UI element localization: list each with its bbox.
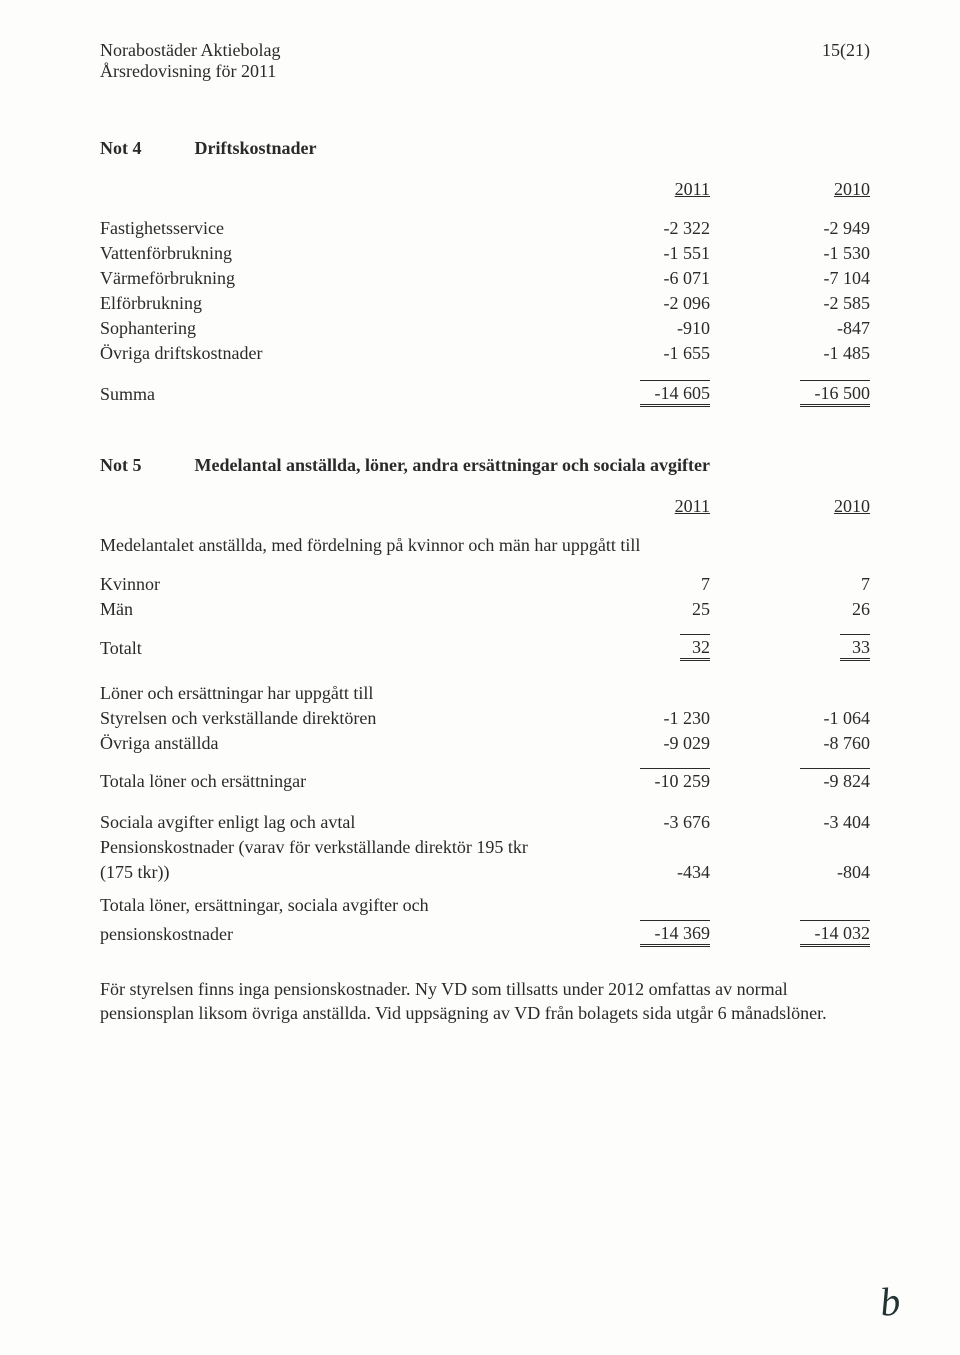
not4-year-row: 2011 2010 xyxy=(100,177,870,202)
row-value: -2 096 xyxy=(590,291,710,316)
table-row: Styrelsen och verkställande direktören -… xyxy=(100,706,870,731)
row-label: Kvinnor xyxy=(100,572,590,597)
row-value: 25 xyxy=(590,597,710,622)
row-value: -14 032 xyxy=(800,920,870,945)
table-row: Övriga driftskostnader -1 655 -1 485 xyxy=(100,341,870,366)
row-value: -7 104 xyxy=(750,266,870,291)
row-label: Elförbrukning xyxy=(100,291,590,316)
not5-year1: 2011 xyxy=(590,494,710,519)
row-value: -1 530 xyxy=(750,241,870,266)
row-value: 26 xyxy=(750,597,870,622)
row-label: Totalt xyxy=(100,622,590,661)
intro-text: Löner och ersättningar har uppgått till xyxy=(100,681,870,706)
table-row: Pensionskostnader (varav för verkställan… xyxy=(100,835,870,860)
not5-number: Not 5 xyxy=(100,455,190,476)
table-row: Vattenförbrukning -1 551 -1 530 xyxy=(100,241,870,266)
not5-year2: 2010 xyxy=(750,494,870,519)
row-value: -3 404 xyxy=(750,810,870,835)
row-label: Män xyxy=(100,597,590,622)
footer-paragraph: För styrelsen finns inga pensionskostnad… xyxy=(100,977,870,1026)
row-label: Totala löner och ersättningar xyxy=(100,756,590,794)
row-value: -1 551 xyxy=(590,241,710,266)
row-label: Övriga anställda xyxy=(100,731,590,756)
row-value: -9 029 xyxy=(590,731,710,756)
table-row: Sociala avgifter enligt lag och avtal -3… xyxy=(100,810,870,835)
not4-sum-row: Summa -14 605 -16 500 xyxy=(100,366,870,407)
row-value: 33 xyxy=(840,634,870,659)
table-row: Män 25 26 xyxy=(100,597,870,622)
row-value: -14 369 xyxy=(640,920,710,945)
row-value: 7 xyxy=(750,572,870,597)
row-value: -1 655 xyxy=(590,341,710,366)
table-row: Totala löner, ersättningar, sociala avgi… xyxy=(100,893,870,918)
row-label: Totala löner, ersättningar, sociala avgi… xyxy=(100,893,590,918)
not4-heading: Not 4 Driftskostnader xyxy=(100,138,870,159)
row-label: Sophantering xyxy=(100,316,590,341)
table-row: (175 tkr)) -434 -804 xyxy=(100,860,870,885)
row-value: -2 322 xyxy=(590,216,710,241)
page-number: 15(21) xyxy=(822,40,870,82)
row-value: -8 760 xyxy=(750,731,870,756)
not4-year2: 2010 xyxy=(750,177,870,202)
not4-number: Not 4 xyxy=(100,138,190,159)
not5-heading: Not 5 Medelantal anställda, löner, andra… xyxy=(100,455,870,476)
not5-loner-intro-row: Löner och ersättningar har uppgått till xyxy=(100,681,870,706)
table-row: Övriga anställda -9 029 -8 760 xyxy=(100,731,870,756)
not5-intro-row: Medelantalet anställda, med fördelning p… xyxy=(100,533,870,558)
row-value: -6 071 xyxy=(590,266,710,291)
row-value: -2 585 xyxy=(750,291,870,316)
row-label: Värmeförbrukning xyxy=(100,266,590,291)
not5-totalt-row: Totalt 32 33 xyxy=(100,622,870,661)
page: Norabostäder Aktiebolag Årsredovisning f… xyxy=(0,0,960,1355)
row-label: Pensionskostnader (varav för verkställan… xyxy=(100,835,590,860)
row-label: pensionskostnader xyxy=(100,918,590,947)
row-value: -3 676 xyxy=(590,810,710,835)
row-value: -2 949 xyxy=(750,216,870,241)
row-label: Styrelsen och verkställande direktören xyxy=(100,706,590,731)
row-value: -1 485 xyxy=(750,341,870,366)
table-row: Elförbrukning -2 096 -2 585 xyxy=(100,291,870,316)
signature-mark: b xyxy=(878,1277,902,1326)
table-row: Sophantering -910 -847 xyxy=(100,316,870,341)
row-value: -1 230 xyxy=(590,706,710,731)
header-left: Norabostäder Aktiebolag Årsredovisning f… xyxy=(100,40,280,82)
table-row: Kvinnor 7 7 xyxy=(100,572,870,597)
not5-table: 2011 2010 Medelantalet anställda, med fö… xyxy=(100,494,870,947)
row-value: -434 xyxy=(590,860,710,885)
sum-label: Summa xyxy=(100,366,590,407)
row-value: -847 xyxy=(750,316,870,341)
page-header: Norabostäder Aktiebolag Årsredovisning f… xyxy=(100,40,870,82)
row-value: -1 064 xyxy=(750,706,870,731)
row-value: -10 259 xyxy=(640,768,710,792)
not5-totala-loner-row: Totala löner och ersättningar -10 259 -9… xyxy=(100,756,870,794)
row-value: 32 xyxy=(680,634,710,659)
row-label: (175 tkr)) xyxy=(100,860,590,885)
report-subtitle: Årsredovisning för 2011 xyxy=(100,61,280,82)
not4-table: 2011 2010 Fastighetsservice -2 322 -2 94… xyxy=(100,177,870,407)
not4-title: Driftskostnader xyxy=(195,138,317,158)
not4-year1: 2011 xyxy=(590,177,710,202)
intro-text: Medelantalet anställda, med fördelning p… xyxy=(100,533,870,558)
row-label: Vattenförbrukning xyxy=(100,241,590,266)
table-row: Värmeförbrukning -6 071 -7 104 xyxy=(100,266,870,291)
company-name: Norabostäder Aktiebolag xyxy=(100,40,280,61)
row-label: Fastighetsservice xyxy=(100,216,590,241)
row-value: 7 xyxy=(590,572,710,597)
row-label: Sociala avgifter enligt lag och avtal xyxy=(100,810,590,835)
not5-grand-row: pensionskostnader -14 369 -14 032 xyxy=(100,918,870,947)
table-row: Fastighetsservice -2 322 -2 949 xyxy=(100,216,870,241)
row-value: -804 xyxy=(750,860,870,885)
not5-title: Medelantal anställda, löner, andra ersät… xyxy=(195,455,710,475)
sum-value: -14 605 xyxy=(640,380,710,405)
sum-value: -16 500 xyxy=(800,380,870,405)
row-value: -910 xyxy=(590,316,710,341)
row-label: Övriga driftskostnader xyxy=(100,341,590,366)
not5-year-row: 2011 2010 xyxy=(100,494,870,519)
row-value: -9 824 xyxy=(800,768,870,792)
